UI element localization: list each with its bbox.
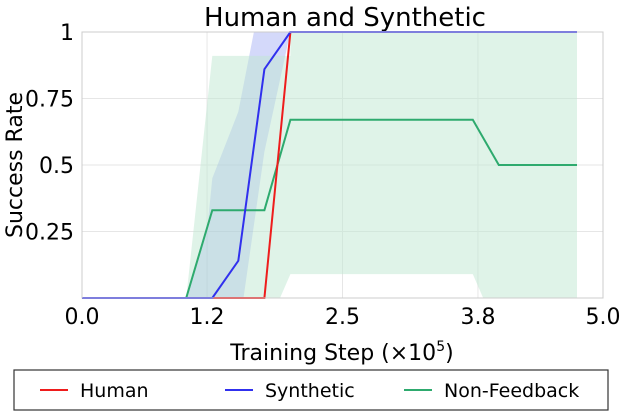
y-tick-label: 1 [60, 21, 74, 46]
y-tick-label: 0.75 [25, 88, 74, 113]
y-axis-title: Success Rate [3, 92, 28, 238]
legend-box [13, 369, 609, 411]
plot-frame [81, 31, 604, 299]
x-tick-label: 0.0 [65, 305, 100, 330]
legend: Human Synthetic Non-Feedback [13, 369, 609, 411]
y-tick-label: 0.25 [25, 221, 74, 246]
x-tick-label: 5.0 [586, 305, 621, 330]
chart-title: Human and Synthetic [204, 3, 486, 33]
x-axis-title: Training Step (×105) [229, 339, 453, 366]
legend-label-synthetic: Synthetic [265, 380, 355, 402]
y-axis-ticks: 0.25 0.5 0.75 1 [25, 21, 74, 246]
y-tick-label: 0.5 [39, 154, 74, 179]
legend-label-human: Human [80, 380, 149, 402]
x-axis-title-main: Training Step (×10 [229, 341, 436, 366]
legend-label-non-feedback: Non-Feedback [444, 380, 579, 402]
x-tick-label: 1.2 [190, 305, 225, 330]
x-axis-ticks: 0.0 1.2 2.5 3.8 5.0 [65, 305, 621, 330]
x-axis-title-end: ) [445, 341, 454, 366]
x-axis-title-exponent: 5 [436, 339, 445, 355]
x-tick-label: 2.5 [325, 305, 360, 330]
x-tick-label: 3.8 [460, 305, 495, 330]
